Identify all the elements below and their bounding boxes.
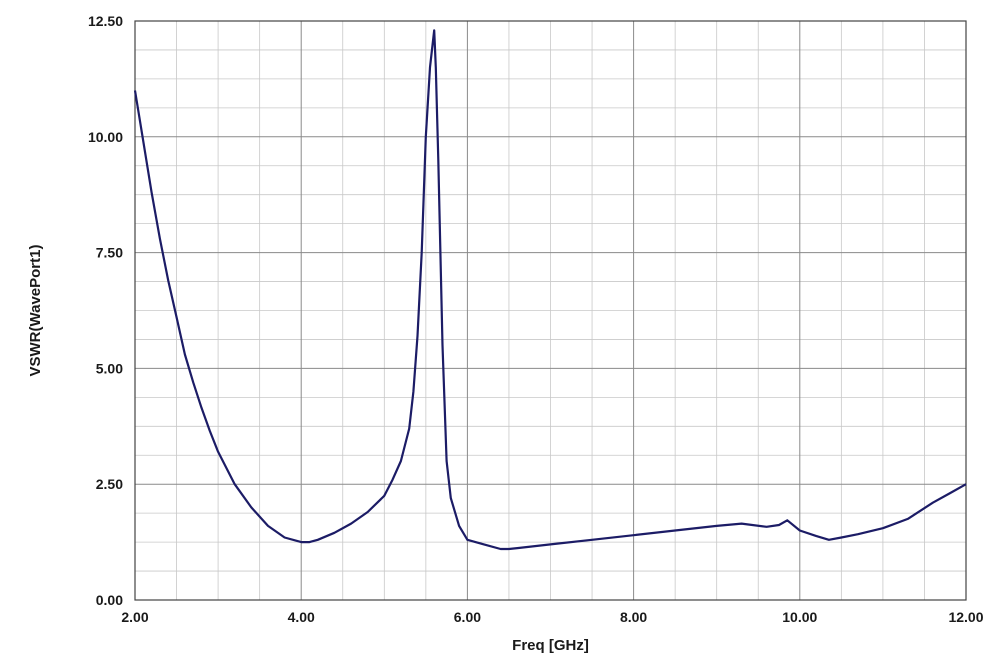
y-tick-label: 5.00	[96, 360, 123, 376]
x-tick-label: 4.00	[288, 609, 315, 625]
x-axis-label: Freq [GHz]	[512, 637, 589, 654]
plot-frame	[134, 20, 967, 601]
minor-grid	[135, 21, 966, 600]
y-tick-labels: 0.00 2.50 5.00 7.50 10.00 12.50	[88, 13, 123, 608]
y-tick-label: 0.00	[96, 592, 123, 608]
x-tick-label: 6.00	[454, 609, 481, 625]
y-tick-label: 7.50	[96, 245, 123, 261]
series-line-vswr	[133, 29, 967, 551]
x-tick-label: 8.00	[620, 609, 647, 625]
x-tick-label: 12.00	[948, 609, 983, 625]
y-tick-label: 12.50	[88, 13, 123, 29]
x-tick-label: 10.00	[782, 609, 817, 625]
x-tick-label: 2.00	[121, 609, 148, 625]
y-tick-label: 10.00	[88, 129, 123, 145]
y-tick-label: 2.50	[96, 476, 123, 492]
y-axis-label: VSWR(WavePort1)	[27, 245, 44, 377]
x-tick-labels: 2.00 4.00 6.00 8.00 10.00 12.00	[121, 609, 983, 625]
